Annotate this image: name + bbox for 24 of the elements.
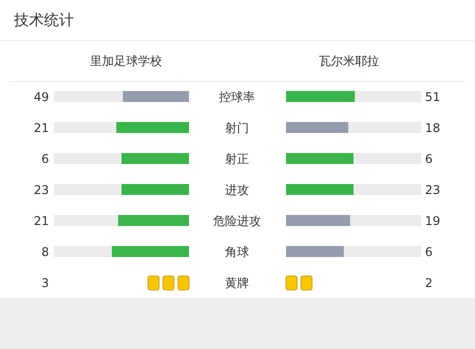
data-label: 51 xyxy=(425,90,440,104)
data-label: 19 xyxy=(425,214,440,228)
data-label: 21 xyxy=(34,214,49,228)
text: 瓦尔米耶拉 xyxy=(319,54,379,68)
data-label: 23 xyxy=(425,183,440,197)
category-label: 控球率 xyxy=(219,90,255,104)
data-label: 18 xyxy=(425,121,440,135)
category-label: 射门 xyxy=(225,121,249,135)
data-label: 3 xyxy=(41,276,49,290)
data-label: 6 xyxy=(425,245,433,259)
text: 技术统计 xyxy=(13,11,74,29)
category-label: 进攻 xyxy=(225,183,249,197)
text: 里加足球学校 xyxy=(90,54,162,68)
category-label: 危险进攻 xyxy=(213,214,261,228)
category-label: 射正 xyxy=(225,152,249,166)
category-label: 角球 xyxy=(225,245,249,259)
data-label: 8 xyxy=(41,245,49,259)
data-label: 21 xyxy=(34,121,49,135)
data-label: 6 xyxy=(425,152,433,166)
data-label: 49 xyxy=(34,90,49,104)
category-label: 黄牌 xyxy=(225,276,249,290)
data-label: 6 xyxy=(41,152,49,166)
data-label: 23 xyxy=(34,183,49,197)
data-label: 2 xyxy=(425,276,433,290)
